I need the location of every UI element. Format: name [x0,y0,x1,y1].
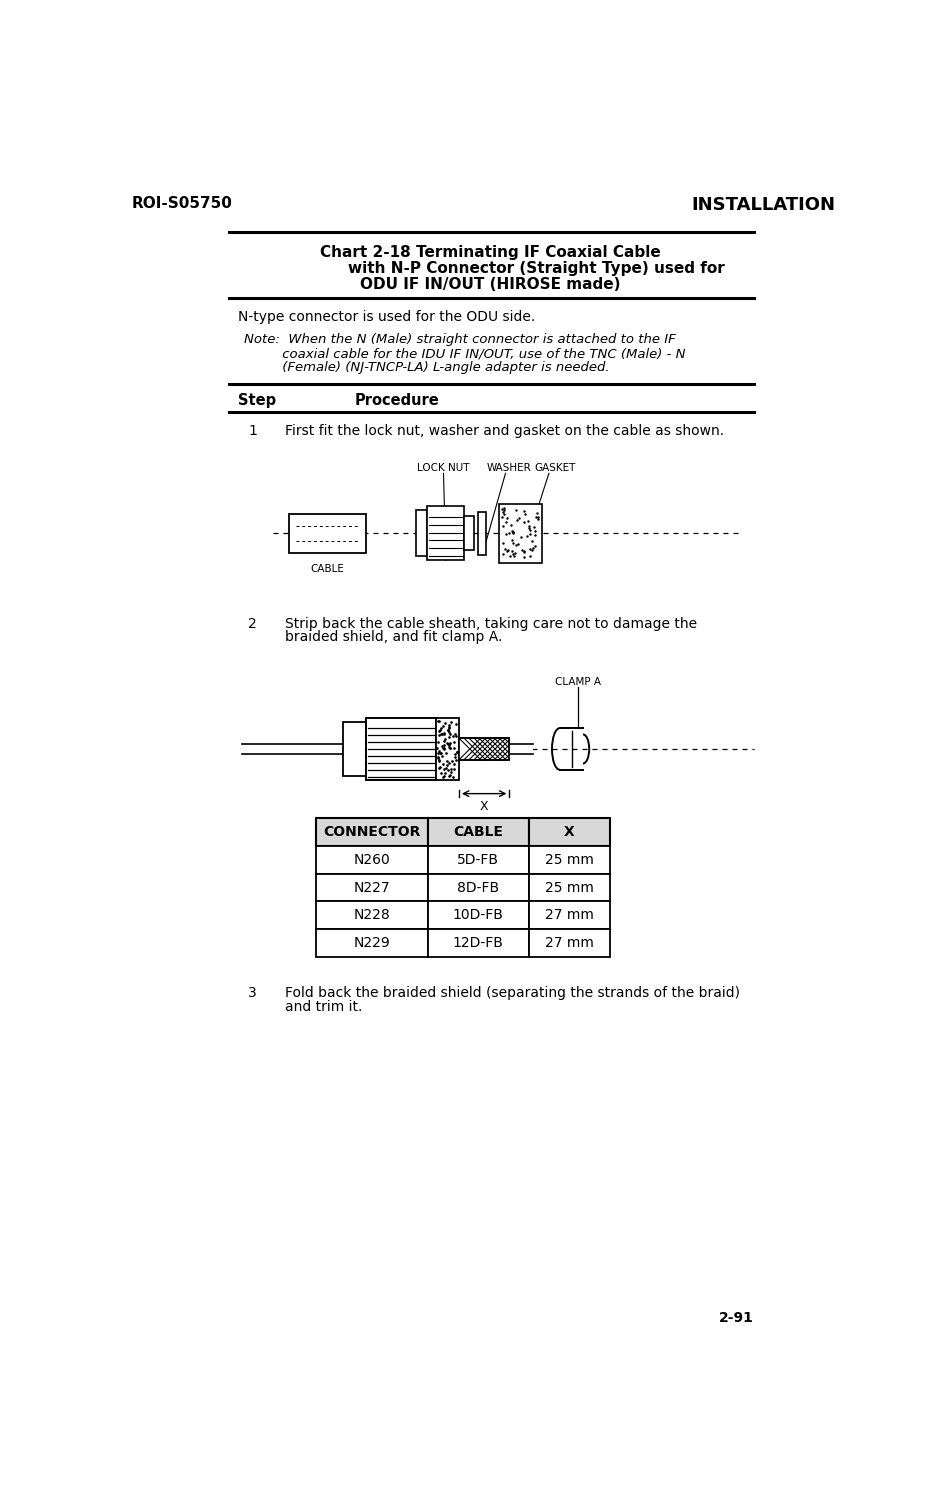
Bar [428,902,529,929]
Bar [529,847,610,873]
Bar [428,506,464,560]
Bar [366,718,436,779]
Text: (Female) (NJ-TNCP-LA) L-angle adapter is needed.: (Female) (NJ-TNCP-LA) L-angle adapter is… [244,361,609,373]
Text: N228: N228 [353,908,390,923]
Text: CLAMP A: CLAMP A [555,678,601,687]
Bar [529,929,610,957]
Text: and trim it.: and trim it. [285,1000,362,1014]
Text: coaxial cable for the IDU IF IN/OUT, use of the TNC (Male) - N: coaxial cable for the IDU IF IN/OUT, use… [244,346,685,360]
Text: 27 mm: 27 mm [545,908,594,923]
Bar [428,929,529,957]
Bar [529,902,610,929]
Bar [416,511,428,557]
Bar [464,517,474,551]
Text: 5D-FB: 5D-FB [458,853,499,867]
Text: braided shield, and fit clamp A.: braided shield, and fit clamp A. [285,630,502,645]
Text: LOCK NUT: LOCK NUT [417,463,470,473]
Text: X: X [565,826,575,839]
Bar [315,847,428,873]
Bar [459,738,510,760]
Text: Chart 2-18 Terminating IF Coaxial Cable: Chart 2-18 Terminating IF Coaxial Cable [320,245,661,260]
Text: N260: N260 [353,853,390,867]
Text: Step: Step [238,393,277,408]
Text: First fit the lock nut, washer and gasket on the cable as shown.: First fit the lock nut, washer and gaske… [285,424,724,437]
Bar [428,847,529,873]
Text: 25 mm: 25 mm [545,881,594,894]
Text: 27 mm: 27 mm [545,936,594,950]
Bar [242,744,359,754]
Bar [289,514,366,552]
Bar [343,723,366,776]
Text: ROI-S05750: ROI-S05750 [132,196,233,211]
Text: Procedure: Procedure [355,393,439,408]
Bar [315,818,428,847]
Bar [479,512,486,555]
Bar [428,873,529,902]
Text: 2-91: 2-91 [718,1311,753,1326]
Text: 25 mm: 25 mm [545,853,594,867]
Text: GASKET: GASKET [534,463,576,473]
Text: Note:  When the N (Male) straight connector is attached to the IF: Note: When the N (Male) straight connect… [244,333,675,346]
Text: ODU IF IN/OUT (HIROSE made): ODU IF IN/OUT (HIROSE made) [360,276,620,293]
Bar [428,818,529,847]
Bar [315,929,428,957]
Text: Fold back the braided shield (separating the strands of the braid): Fold back the braided shield (separating… [285,985,740,1000]
Bar [436,718,459,779]
Text: CABLE: CABLE [311,564,345,575]
Text: CONNECTOR: CONNECTOR [323,826,420,839]
Bar [315,873,428,902]
Text: X: X [480,800,488,812]
Text: 3: 3 [248,985,257,1000]
Text: WASHER: WASHER [487,463,531,473]
Bar [529,873,610,902]
Text: Strip back the cable sheath, taking care not to damage the: Strip back the cable sheath, taking care… [285,617,697,630]
Text: 2: 2 [248,617,257,630]
Bar [510,744,532,754]
Text: INSTALLATION: INSTALLATION [692,196,835,213]
Bar [498,505,542,563]
Text: CABLE: CABLE [453,826,503,839]
Text: 1: 1 [248,424,257,437]
Text: N227: N227 [353,881,390,894]
Bar [315,902,428,929]
Text: 12D-FB: 12D-FB [453,936,504,950]
Text: with N-P Connector (Straight Type) used for: with N-P Connector (Straight Type) used … [348,261,725,276]
Text: N229: N229 [353,936,390,950]
Text: 10D-FB: 10D-FB [453,908,504,923]
Text: 8D-FB: 8D-FB [457,881,499,894]
Text: N-type connector is used for the ODU side.: N-type connector is used for the ODU sid… [238,311,535,324]
Bar [529,818,610,847]
